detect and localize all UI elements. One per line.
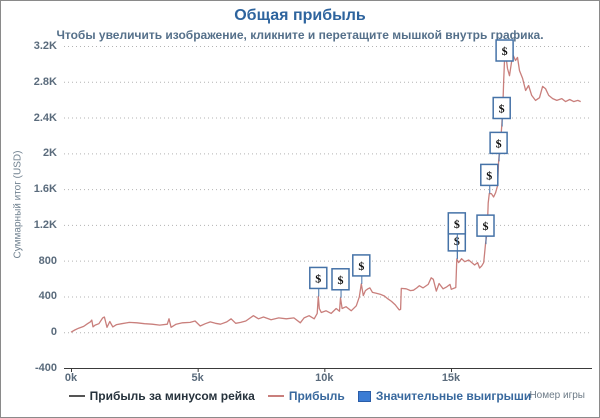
x-tick-label: 0k — [64, 372, 78, 384]
y-tick-label: 3.2K — [33, 40, 57, 52]
flag-box — [495, 39, 514, 62]
legend: Прибыль за минусом рейка Прибыль Значите… — [1, 386, 599, 406]
significant-win-flag[interactable]: $ — [489, 131, 508, 162]
x-axis — [64, 368, 592, 372]
flag-dollar-label: $ — [315, 271, 321, 285]
flag-dollar-label: $ — [496, 136, 502, 150]
flag-dollar-label: $ — [482, 219, 488, 233]
net-profit-line-swatch — [68, 395, 85, 397]
flag-dollar-label: $ — [499, 102, 505, 116]
legend-label-net-profit: Прибыль за минусом рейка — [89, 389, 255, 403]
legend-item-net-profit[interactable]: Прибыль за минусом рейка — [68, 389, 255, 403]
significant-win-flag[interactable]: $ — [309, 266, 328, 297]
significant-win-flag[interactable]: $ — [352, 254, 371, 284]
plot-area-zoom-region[interactable] — [64, 43, 592, 368]
significant-win-flag[interactable]: $ — [495, 39, 514, 62]
x-tick-label: 10k — [315, 372, 334, 384]
significant-win-flag[interactable]: $ — [480, 163, 499, 194]
flag-box — [492, 96, 511, 120]
profit-line-swatch — [267, 395, 284, 397]
flag-box — [309, 266, 328, 290]
flag-dollar-label: $ — [502, 44, 508, 58]
legend-label-profit: Прибыль — [288, 389, 345, 403]
legend-item-significant-wins[interactable]: Значительные выигрыши — [357, 389, 532, 403]
y-tick-label: 2K — [42, 147, 57, 160]
significant-win-flag[interactable]: $ — [447, 212, 467, 259]
y-tick-label: 2.8K — [33, 75, 57, 88]
x-tick-label: 5k — [191, 372, 204, 384]
flag-dollar-label: $ — [454, 217, 460, 231]
significant-win-flag[interactable]: $ — [476, 214, 495, 245]
chart-subtitle: Чтобы увеличить изображение, кликните и … — [56, 28, 544, 42]
y-tick-label: 800 — [38, 254, 57, 267]
y-tick-label: 1.2K — [33, 218, 57, 231]
significant-wins-swatch — [357, 390, 371, 402]
x-tick-label: 15k — [441, 372, 461, 384]
flag-box — [331, 268, 350, 291]
flag-box — [352, 254, 371, 277]
flag-dollar-label: $ — [358, 259, 364, 273]
y-tick-label: -400 — [34, 362, 57, 374]
chart-title: Общая прибыль — [234, 7, 366, 24]
y-tick-label: 2.4K — [33, 111, 57, 124]
flag-dollar-label: $ — [338, 273, 344, 287]
flag-box — [476, 214, 495, 237]
x-axis-title: Номер игры — [529, 390, 585, 401]
flag-box — [489, 131, 508, 155]
y-tick-label: 0 — [50, 326, 57, 339]
significant-win-flag[interactable]: $ — [492, 96, 511, 127]
flag-box — [480, 163, 499, 187]
significant-wins-flags: $$$$$$$$$$ — [309, 39, 514, 298]
significant-win-flag[interactable]: $ — [331, 268, 350, 298]
y-tick-label: 1.6K — [33, 183, 57, 196]
flag-box — [447, 212, 467, 235]
flag-dollar-label: $ — [486, 168, 492, 182]
legend-label-significant-wins: Значительные выигрыши — [375, 389, 532, 403]
y-tick-label: 400 — [38, 290, 57, 303]
legend-item-profit[interactable]: Прибыль — [267, 389, 345, 403]
